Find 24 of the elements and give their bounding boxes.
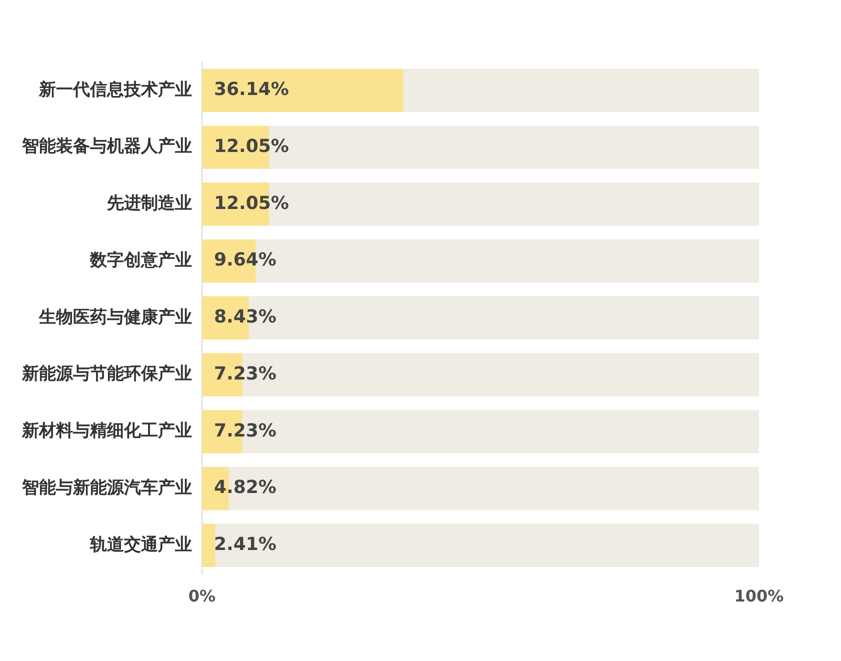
y-tick-label: 新材料与精细化工产业 — [21, 421, 192, 442]
y-tick-label: 生物医药与健康产业 — [38, 307, 192, 328]
y-tick-label: 新能源与节能环保产业 — [21, 364, 192, 384]
y-tick-label: 智能与新能源汽车产业 — [21, 478, 192, 498]
y-tick-label: 智能装备与机器人产业 — [21, 136, 192, 157]
data-label: 4.82% — [214, 477, 276, 498]
x-tick-label: 100% — [734, 586, 784, 606]
bar — [403, 68, 759, 112]
x-tick-label: 0% — [188, 586, 216, 606]
data-label: 12.05% — [214, 136, 289, 157]
data-label: 2.41% — [214, 534, 276, 556]
data-label: 7.23% — [214, 363, 276, 384]
bar — [215, 524, 759, 567]
data-label: 8.43% — [214, 306, 276, 328]
y-tick-label: 新一代信息技术产业 — [38, 80, 192, 100]
data-label: 9.64% — [214, 250, 276, 271]
y-tick-label: 轨道交通产业 — [89, 534, 192, 555]
data-label: 12.05% — [214, 192, 289, 214]
y-tick-label: 先进制造业 — [106, 194, 192, 214]
data-label: 7.23% — [214, 420, 276, 442]
bar — [202, 68, 404, 112]
y-tick-label: 数字创意产业 — [89, 250, 192, 270]
bar — [202, 524, 216, 567]
data-label: 36.14% — [214, 79, 289, 100]
